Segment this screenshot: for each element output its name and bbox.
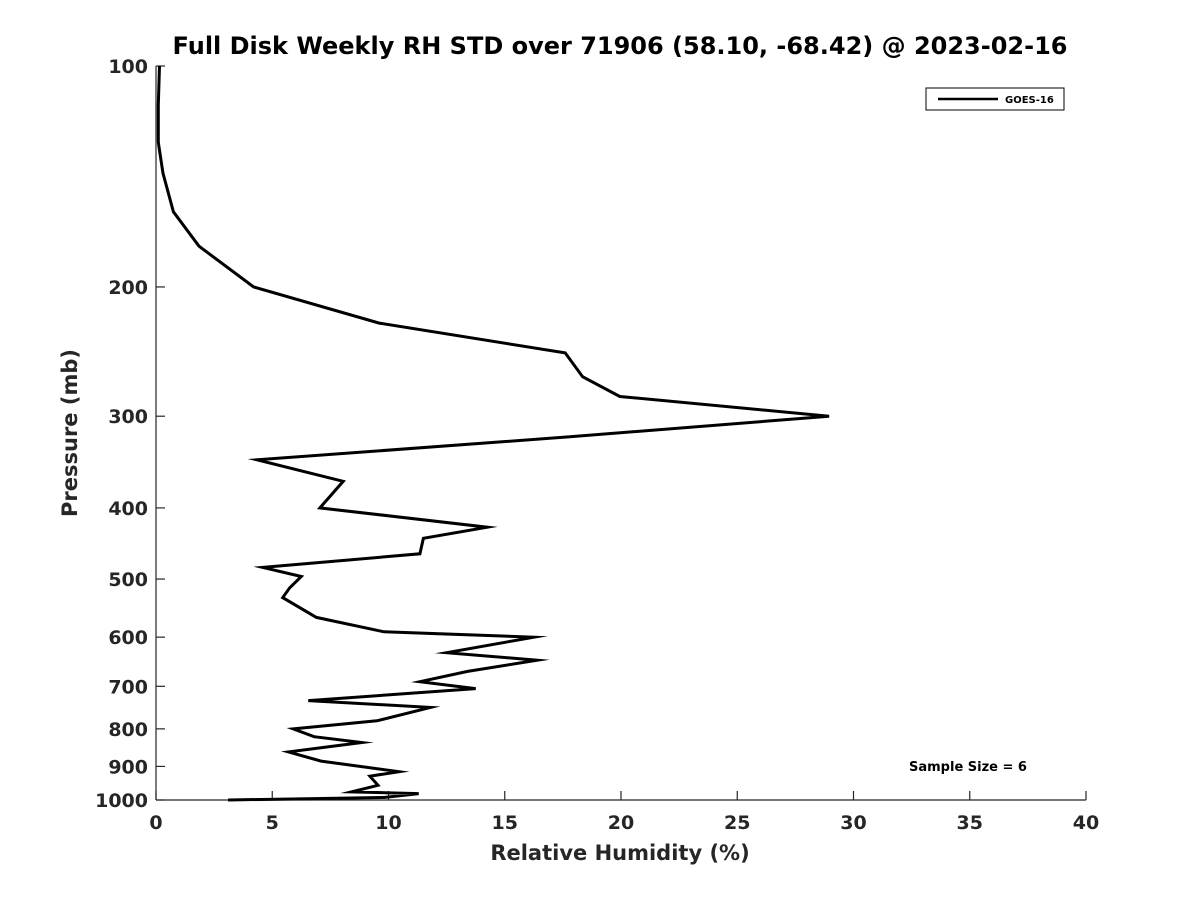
y-axis-label: Pressure (mb): [58, 349, 82, 517]
y-tick-label: 600: [108, 627, 148, 649]
x-tick-label: 5: [266, 812, 279, 834]
x-tick-label: 40: [1073, 812, 1099, 834]
x-tick-label: 35: [957, 812, 983, 834]
x-tick-label: 30: [840, 812, 866, 834]
legend-label-goes-16: GOES-16: [1005, 95, 1054, 106]
legend: GOES-16: [925, 87, 1065, 111]
x-tick-label: 0: [149, 812, 162, 834]
series-line-goes-16: [156, 65, 830, 802]
y-tick-label: 100: [108, 56, 148, 78]
y-tick-label: 900: [108, 756, 148, 778]
y-tick-label: 800: [108, 719, 148, 741]
x-ticks: 0 5 10 15 20 25 30 35 40: [149, 791, 1099, 834]
x-tick-label: 10: [375, 812, 401, 834]
y-tick-label: 1000: [95, 790, 148, 812]
y-tick-label: 500: [108, 569, 148, 591]
series-layer: [156, 65, 830, 802]
chart-title: Full Disk Weekly RH STD over 71906 (58.1…: [173, 32, 1068, 60]
x-tick-label: 25: [724, 812, 750, 834]
x-axis-label: Relative Humidity (%): [490, 841, 749, 865]
y-tick-label: 700: [108, 676, 148, 698]
x-tick-label: 20: [608, 812, 634, 834]
y-tick-label: 300: [108, 406, 148, 428]
y-tick-label: 400: [108, 498, 148, 520]
x-tick-label: 15: [492, 812, 518, 834]
sample-size-annotation: Sample Size = 6: [909, 760, 1027, 775]
y-ticks: 100 200 300 400 500 600 700 800 900 1000: [95, 56, 165, 812]
y-tick-label: 200: [108, 277, 148, 299]
